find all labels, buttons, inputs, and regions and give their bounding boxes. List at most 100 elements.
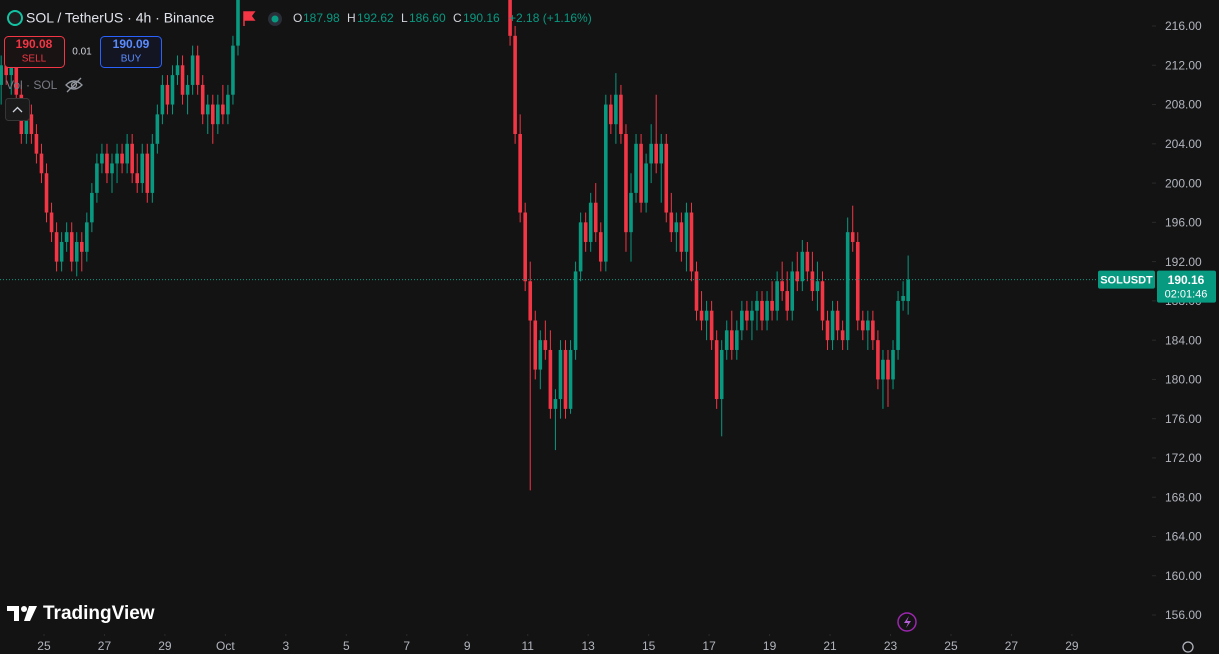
candle-body	[770, 300, 774, 311]
candle-body	[0, 65, 3, 85]
candle-body	[901, 295, 905, 301]
y-tick-label: 184.00	[1165, 333, 1202, 347]
x-tick-label: 11	[521, 639, 534, 653]
x-tick-label: 9	[464, 639, 471, 653]
candle-body	[508, 0, 512, 36]
candle-body	[39, 153, 44, 174]
candle-body	[125, 143, 129, 164]
candle-body	[150, 143, 155, 193]
candle-body	[876, 340, 880, 380]
candle-body	[704, 310, 709, 321]
price-tag-countdown: 02:01:46	[1165, 289, 1208, 301]
candle-body	[231, 45, 235, 95]
candle-body	[513, 35, 517, 134]
y-tick-label: 212.00	[1165, 58, 1202, 72]
candle-body	[866, 320, 870, 331]
x-tick-label: 29	[158, 639, 172, 653]
y-tick-label: 164.00	[1165, 530, 1202, 544]
x-tick-label: 7	[403, 639, 410, 653]
sell-label[interactable]: SELL	[22, 54, 47, 65]
x-tick-label: 23	[884, 639, 898, 653]
candle-body	[105, 153, 109, 174]
candle-body	[593, 202, 598, 233]
candle-body	[750, 310, 754, 321]
ohlc-label: O	[293, 11, 302, 25]
candle-body	[145, 153, 150, 193]
candle-body	[719, 349, 724, 400]
x-tick-label: 3	[283, 639, 290, 653]
candle-body	[210, 104, 215, 125]
candle-body	[548, 349, 553, 409]
ohlc-value: 186.60	[409, 11, 446, 25]
candle-body	[820, 281, 825, 321]
candle-body	[644, 163, 648, 203]
buy-label[interactable]: BUY	[121, 54, 142, 65]
candle-body	[226, 94, 230, 115]
buy-price[interactable]: 190.09	[113, 37, 150, 51]
candle-body	[800, 251, 805, 282]
y-tick-label: 156.00	[1165, 608, 1202, 622]
buy-button[interactable]	[100, 36, 162, 68]
ohlc-value: 192.62	[357, 11, 394, 25]
settings-icon[interactable]	[1182, 641, 1194, 653]
candle-body	[518, 133, 522, 213]
y-tick-label: 176.00	[1165, 412, 1202, 426]
alert-icon[interactable]	[897, 612, 917, 632]
candle-body	[740, 310, 744, 331]
hide-icon[interactable]	[65, 77, 83, 93]
candle-body	[714, 340, 719, 400]
candle-body	[44, 173, 49, 213]
price-tag	[1157, 270, 1216, 303]
candle-body	[775, 281, 779, 311]
ohlc-legend: O 187.98 H 192.62 L 186.60 C 190.16 +2.1…	[293, 11, 592, 25]
candle-body	[120, 153, 124, 164]
volume-label[interactable]: Vol · SOL	[6, 78, 58, 92]
candle-body	[4, 65, 8, 76]
candle-body	[165, 84, 170, 105]
candle-body	[588, 202, 593, 242]
candle-body	[810, 271, 815, 292]
candle-body	[669, 212, 674, 233]
brand-logo[interactable]	[7, 606, 37, 621]
collapse-icon	[12, 106, 23, 113]
collapse-button[interactable]	[5, 98, 30, 121]
brand-name[interactable]: TradingView	[43, 603, 155, 624]
candle-body	[573, 271, 578, 350]
x-tick-label: 25	[944, 639, 958, 653]
y-tick-label: 160.00	[1165, 569, 1202, 583]
candle-body	[684, 212, 689, 252]
y-tick-label: 204.00	[1165, 137, 1202, 151]
candle-body	[54, 232, 59, 262]
candle-body	[140, 153, 145, 184]
candle-body	[896, 300, 900, 350]
candle-body	[760, 300, 764, 321]
candle-body	[9, 65, 14, 76]
sell-price[interactable]: 190.08	[16, 37, 53, 51]
candle-body	[634, 143, 638, 193]
candle-body	[221, 104, 225, 115]
symbol-icon[interactable]	[7, 10, 23, 26]
status-dot[interactable]	[271, 15, 279, 23]
candle-body	[598, 232, 603, 262]
alert-bolt	[904, 616, 911, 628]
candle-body	[115, 153, 119, 164]
y-tick-label: 196.00	[1165, 216, 1202, 230]
flag-icon[interactable]	[243, 11, 256, 26]
candle-body	[533, 320, 538, 370]
candle-body	[906, 279, 910, 302]
x-tick-label: Oct	[216, 639, 235, 653]
candle-body	[845, 232, 850, 341]
candle-body	[709, 310, 714, 341]
candle-body	[568, 349, 573, 409]
candle-body	[74, 241, 79, 262]
candle-body	[694, 271, 699, 311]
candle-body	[185, 84, 190, 95]
symbol-title[interactable]: SOL / TetherUS · 4h · Binance	[26, 10, 215, 26]
candle-body	[850, 232, 855, 242]
candle-body	[69, 232, 74, 262]
candle-body	[886, 359, 890, 380]
candle-body	[604, 104, 608, 262]
candle-body	[195, 55, 200, 85]
sell-button[interactable]	[4, 36, 65, 68]
